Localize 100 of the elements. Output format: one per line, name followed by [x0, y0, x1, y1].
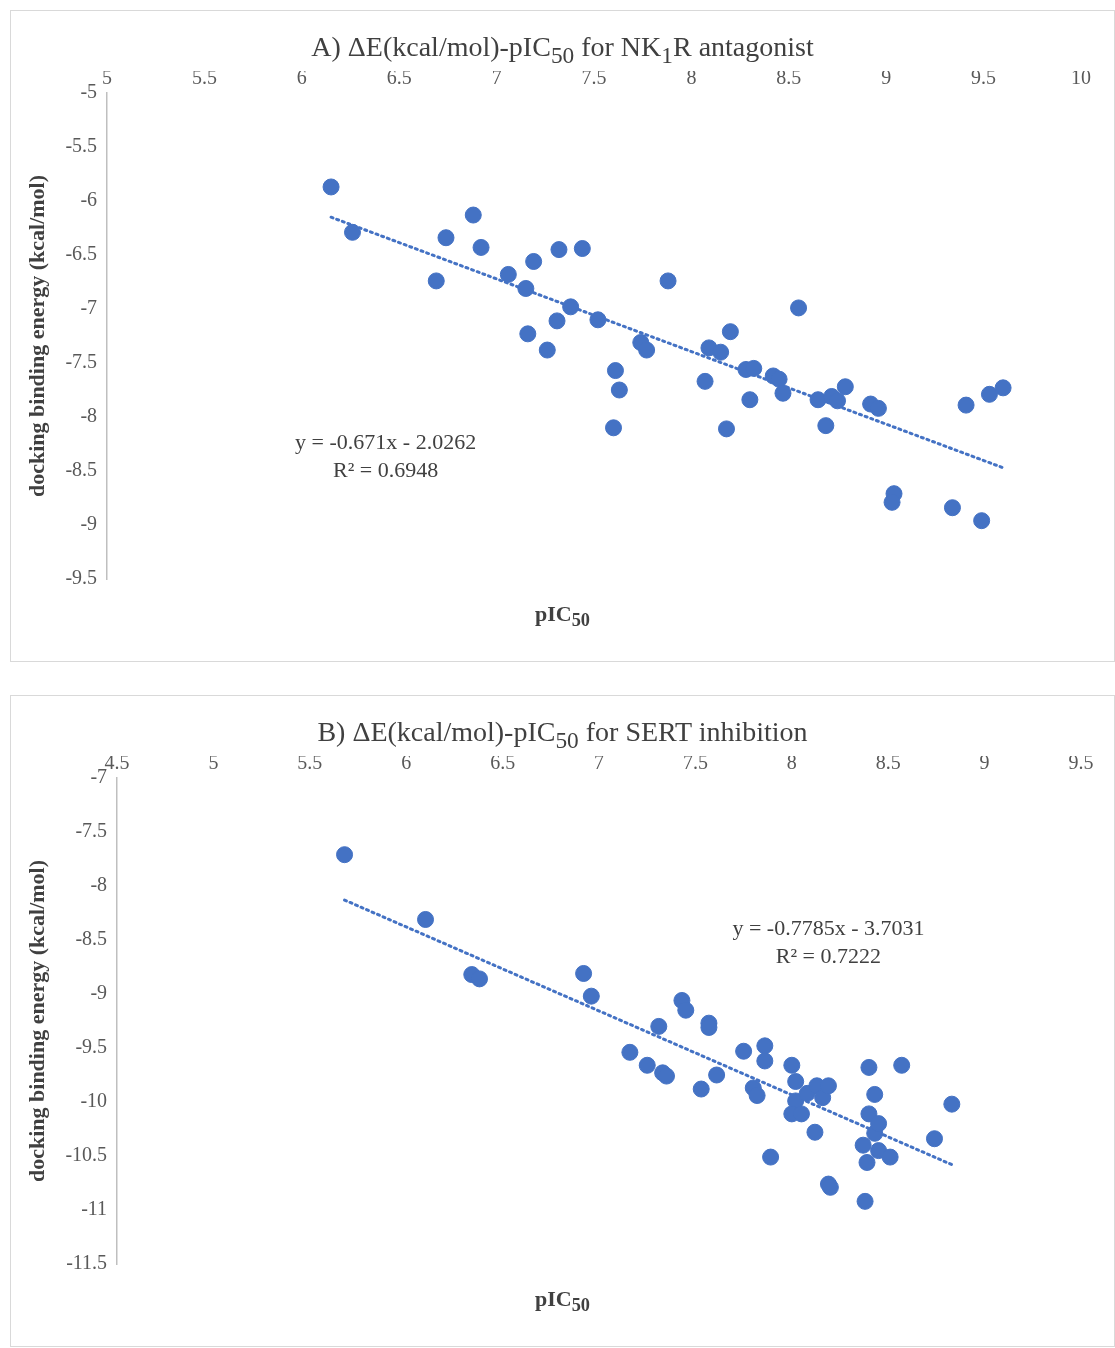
point — [336, 846, 354, 864]
point — [464, 206, 482, 224]
x-tick-label: 9.5 — [1068, 751, 1094, 774]
y-tick-label: -11 — [81, 1197, 108, 1220]
x-tick-label: 8.5 — [875, 751, 901, 774]
point — [817, 417, 835, 435]
x-tick-label: 10 — [1071, 66, 1091, 89]
x-tick-label: 6.5 — [386, 66, 412, 89]
point — [854, 1136, 872, 1154]
point — [417, 910, 435, 928]
point — [893, 1056, 911, 1074]
point — [517, 279, 535, 297]
x-tick-label: 5 — [102, 66, 113, 89]
x-tick-label: 7 — [594, 751, 605, 774]
point — [638, 341, 656, 359]
point — [994, 379, 1012, 397]
chart-title: B) ΔE(kcal/mol)-pIC$_{50}$ for SERT inhibition — [317, 716, 808, 753]
point — [471, 970, 488, 988]
point — [787, 1072, 805, 1090]
point — [762, 1148, 780, 1166]
point — [870, 1115, 888, 1133]
y-axis-title: docking binding energy (kcal/mol) — [23, 859, 49, 1183]
y-tick-label: -9 — [80, 512, 98, 535]
x-axis-title: pIC$_{50}$ — [534, 601, 591, 632]
point — [869, 399, 887, 417]
point — [756, 1052, 774, 1070]
point — [525, 252, 543, 270]
point — [829, 392, 847, 410]
point — [427, 272, 445, 290]
point — [790, 299, 808, 317]
x-tick-label: 7.5 — [581, 66, 607, 89]
x-tick-label: 6 — [401, 751, 412, 774]
y-tick-label: -5 — [80, 80, 98, 103]
y-tick-label: -8 — [80, 404, 98, 427]
point — [881, 1148, 899, 1166]
point — [696, 372, 714, 390]
point — [809, 391, 827, 409]
y-tick-label: -9 — [90, 981, 108, 1004]
point — [538, 341, 556, 359]
point — [756, 1037, 774, 1055]
y-tick-label: -8.5 — [75, 927, 108, 950]
point — [519, 325, 537, 343]
y-tick-label: -9.5 — [75, 1035, 108, 1058]
point — [774, 384, 792, 402]
point — [735, 1042, 753, 1060]
point — [783, 1056, 801, 1074]
y-tick-label: -7 — [80, 296, 98, 319]
point — [638, 1056, 656, 1074]
point — [582, 987, 600, 1005]
y-tick-label: -8.5 — [65, 458, 98, 481]
x-tick-label: 6 — [296, 66, 307, 89]
point — [717, 420, 735, 438]
point — [659, 272, 677, 290]
y-axis-title: docking binding energy (kcal/mol) — [23, 174, 49, 498]
y-tick-label: -9.5 — [65, 566, 98, 589]
point — [925, 1130, 943, 1148]
point — [836, 378, 854, 396]
point — [650, 1017, 668, 1035]
point — [806, 1123, 824, 1141]
point — [957, 396, 975, 414]
x-tick-label: 8.5 — [776, 66, 802, 89]
y-tick-label: -7.5 — [75, 819, 108, 842]
y-tick-label: -6.5 — [65, 242, 98, 265]
x-tick-label: 9 — [881, 66, 892, 89]
point — [605, 419, 623, 437]
y-tick-label: -10.5 — [65, 1143, 108, 1166]
point — [973, 512, 991, 530]
y-tick-label: -8 — [90, 873, 108, 896]
x-tick-label: 8 — [686, 66, 697, 89]
point — [860, 1105, 878, 1123]
point — [708, 1066, 726, 1084]
annotation: R² = 0.6948 — [333, 456, 439, 482]
point — [692, 1080, 710, 1098]
point — [860, 1058, 878, 1076]
point — [712, 343, 730, 361]
x-tick-label: 9.5 — [971, 66, 997, 89]
y-tick-label: -5.5 — [65, 134, 98, 157]
point — [589, 311, 607, 329]
point — [943, 499, 961, 517]
x-tick-label: 7.5 — [682, 751, 708, 774]
x-tick-label: 5.5 — [297, 751, 323, 774]
x-tick-label: 5.5 — [191, 66, 217, 89]
x-tick-label: 5 — [208, 751, 219, 774]
point — [858, 1153, 876, 1171]
point — [610, 381, 628, 399]
x-tick-label: 8 — [786, 751, 797, 774]
point — [621, 1043, 639, 1061]
point — [562, 298, 580, 316]
point — [721, 323, 739, 341]
y-tick-label: -10 — [80, 1089, 108, 1112]
chart-title: A) ΔE(kcal/mol)-pIC$_{50}$ for NK$_{1}$R antagonist — [311, 31, 814, 68]
point — [322, 178, 340, 196]
point — [943, 1095, 961, 1113]
annotation: y = -0.671x - 2.0262 — [295, 428, 477, 454]
point — [658, 1067, 676, 1085]
point — [548, 312, 566, 330]
y-tick-label: -7 — [90, 765, 108, 788]
x-tick-label: 7 — [491, 66, 502, 89]
annotation: y = -0.7785x - 3.7031 — [732, 914, 925, 940]
point — [575, 964, 593, 982]
